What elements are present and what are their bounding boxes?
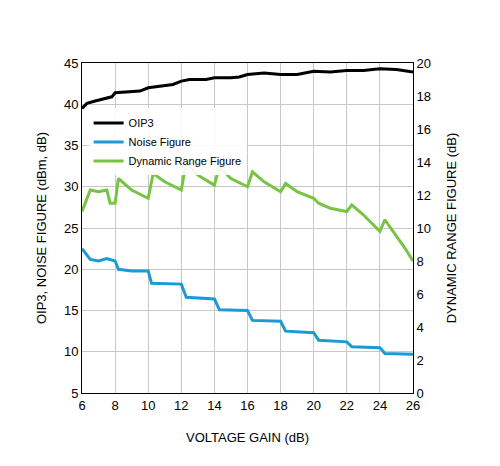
svg-text:OIP3, NOISE FIGURE (dBm, dB): OIP3, NOISE FIGURE (dBm, dB): [34, 132, 49, 324]
svg-text:26: 26: [406, 398, 420, 413]
svg-text:0: 0: [417, 386, 424, 401]
svg-text:15: 15: [64, 303, 78, 318]
svg-text:8: 8: [417, 254, 424, 269]
svg-text:Noise Figure: Noise Figure: [129, 136, 191, 148]
svg-text:4: 4: [417, 320, 424, 335]
svg-text:20: 20: [306, 398, 320, 413]
svg-text:6: 6: [78, 398, 85, 413]
svg-text:18: 18: [273, 398, 287, 413]
svg-text:12: 12: [174, 398, 188, 413]
svg-text:2: 2: [417, 353, 424, 368]
svg-text:Dynamic Range Figure: Dynamic Range Figure: [129, 155, 242, 167]
svg-text:5: 5: [71, 386, 78, 401]
svg-text:VOLTAGE GAIN (dB): VOLTAGE GAIN (dB): [186, 430, 309, 445]
svg-text:30: 30: [64, 179, 78, 194]
svg-text:35: 35: [64, 138, 78, 153]
svg-text:10: 10: [141, 398, 155, 413]
svg-text:40: 40: [64, 97, 78, 112]
svg-text:22: 22: [340, 398, 354, 413]
svg-text:18: 18: [417, 89, 431, 104]
svg-text:16: 16: [417, 122, 431, 137]
svg-text:12: 12: [417, 188, 431, 203]
svg-text:8: 8: [111, 398, 118, 413]
svg-text:6: 6: [417, 287, 424, 302]
svg-text:14: 14: [207, 398, 221, 413]
svg-text:DYNAMIC RANGE FIGURE (dB): DYNAMIC RANGE FIGURE (dB): [444, 133, 459, 324]
svg-text:45: 45: [64, 56, 78, 71]
svg-text:14: 14: [417, 155, 431, 170]
svg-text:OIP3: OIP3: [129, 117, 154, 129]
svg-text:20: 20: [64, 262, 78, 277]
svg-text:24: 24: [373, 398, 387, 413]
svg-text:10: 10: [64, 344, 78, 359]
svg-text:16: 16: [240, 398, 254, 413]
svg-text:25: 25: [64, 221, 78, 236]
svg-text:10: 10: [417, 221, 431, 236]
svg-text:20: 20: [417, 56, 431, 71]
